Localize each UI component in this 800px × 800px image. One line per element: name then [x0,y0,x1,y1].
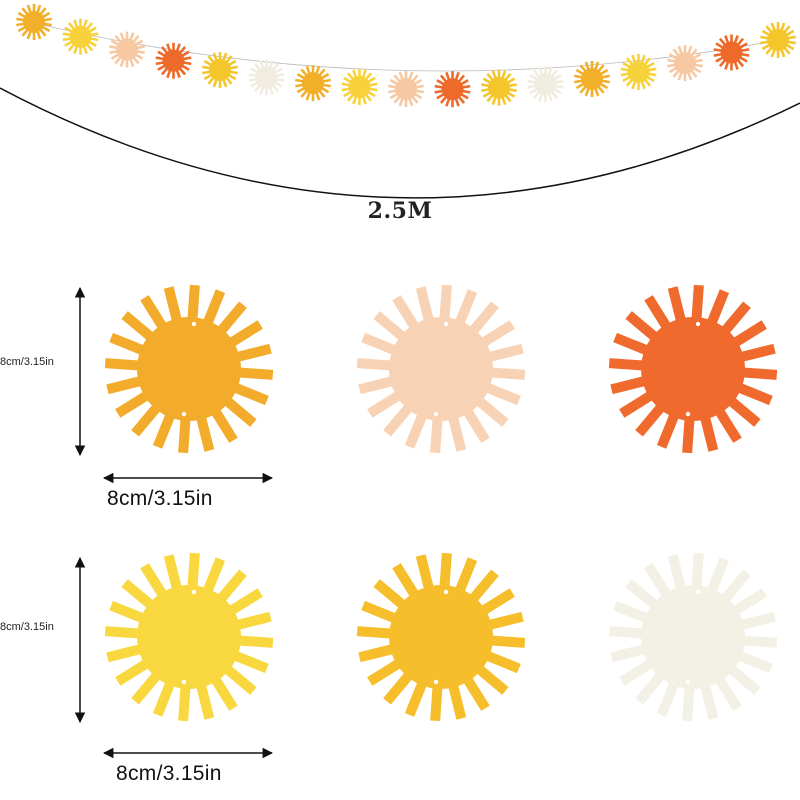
height-label-top: 8cm/3.15in [0,356,54,368]
garland-sun [248,59,285,96]
garland-sun [388,71,424,107]
width-label-top: 8cm/3.15in [107,487,213,510]
garland-sun [202,52,238,88]
garland-length-label: 2.5M [367,198,433,224]
garland-sun [481,69,517,106]
sun-grid [104,284,778,722]
garland-sun [341,68,378,105]
sun-orange [608,284,778,454]
sun-garland [16,4,796,108]
garland-sun [574,61,610,97]
garland-sun [155,42,192,79]
width-label-bottom: 8cm/3.15in [116,762,222,785]
sun-cream [608,552,778,722]
garland-sun [16,4,52,40]
garland-sun [667,45,703,82]
garland-sun [109,31,145,68]
garland-sun [760,22,796,58]
garland-sun [527,66,564,103]
garland-sun [295,65,331,102]
sun-golden [356,552,526,722]
sun-lemon [104,552,274,722]
sun-mustard [104,284,274,454]
height-label-bottom: 8cm/3.15in [0,621,54,633]
garland-sun [62,18,99,55]
garland-sun [713,34,750,71]
garland-string [0,87,800,199]
garland-sun [434,71,471,108]
garland-sun [620,53,657,90]
sun-peach [356,284,526,454]
